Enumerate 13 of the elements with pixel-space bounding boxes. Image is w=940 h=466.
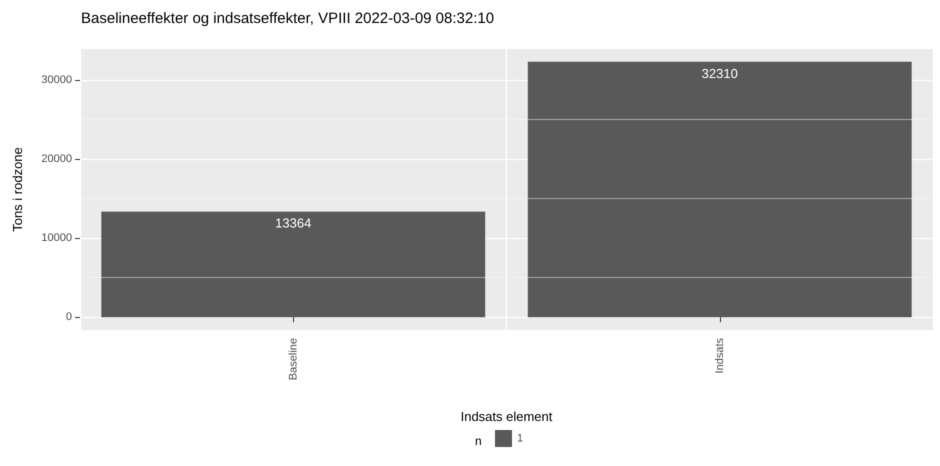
- y-tick-label: 10000: [41, 232, 72, 244]
- y-tick-label: 30000: [41, 74, 72, 86]
- x-tick-label: Indsats: [714, 338, 726, 374]
- chart-title: Baselineeffekter og indsatseffekter, VPIII 2022-03-09 08:32:10: [81, 10, 494, 27]
- x-tick-label: Baseline: [287, 338, 300, 380]
- x-axis-title: Indsats element: [460, 409, 553, 424]
- legend-title: n: [475, 434, 482, 448]
- y-tick-label: 0: [66, 311, 72, 324]
- y-axis-title: Tons i rodzone: [10, 147, 25, 232]
- data-label: 13364: [275, 216, 312, 231]
- legend-label: 1: [517, 432, 524, 444]
- y-tick-label: 20000: [41, 153, 72, 166]
- data-label: 32310: [702, 66, 738, 81]
